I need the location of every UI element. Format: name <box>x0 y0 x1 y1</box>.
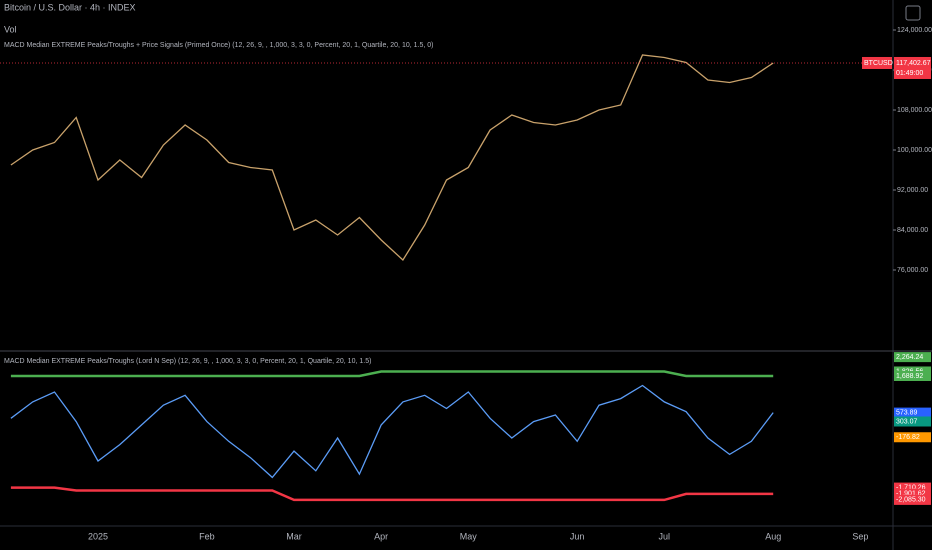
y-tick-label: 108,000.00 <box>897 107 932 114</box>
value-badge <box>894 488 931 499</box>
settings-button[interactable] <box>905 5 921 21</box>
y-tick-label: -1,710.26 <box>896 484 926 491</box>
series-line <box>10 54 774 262</box>
series-line <box>10 486 774 502</box>
y-tick-label: 76,000.00 <box>897 267 928 274</box>
x-tick-label: Mar <box>286 531 302 541</box>
value-badge <box>894 407 931 418</box>
indicator-legend: MACD Median EXTREME Peaks/Troughs + Pric… <box>4 42 433 49</box>
volume-label: Vol <box>4 24 17 34</box>
x-tick-label: Jul <box>659 531 671 541</box>
y-tick-label: 1,688.92 <box>896 373 923 380</box>
last-price-badge <box>894 56 931 79</box>
x-tick-label: Aug <box>765 531 781 541</box>
x-tick-label: Jun <box>570 531 585 541</box>
series-line <box>10 384 774 479</box>
y-tick-label: 573.89 <box>896 409 918 416</box>
value-badge <box>894 482 931 493</box>
symbol-label: BTCUSD <box>864 60 893 67</box>
countdown-label: 01:49:00 <box>896 70 923 77</box>
value-badge <box>894 432 931 443</box>
y-tick-label: 84,000.00 <box>897 227 928 234</box>
value-badge <box>894 352 931 363</box>
y-tick-label: 124,000.00 <box>897 27 932 34</box>
symbol-badge <box>862 56 892 69</box>
x-tick-label: Sep <box>852 531 868 541</box>
x-tick-label: Feb <box>199 531 215 541</box>
y-tick-label: 100,000.00 <box>897 147 932 154</box>
y-tick-label: 303.07 <box>896 418 918 425</box>
y-tick-label: 92,000.00 <box>897 187 928 194</box>
value-badge <box>894 416 931 427</box>
value-badge <box>894 494 931 505</box>
y-tick-label: -2,085.30 <box>896 497 926 504</box>
indicator-legend: MACD Median EXTREME Peaks/Troughs (Lord … <box>4 358 371 365</box>
x-tick-label: 2025 <box>88 531 108 541</box>
y-tick-label: -1,901.62 <box>896 491 926 498</box>
series-line <box>10 370 774 378</box>
y-tick-label: -176.82 <box>896 434 920 441</box>
y-tick-label: 2,264.24 <box>896 354 923 361</box>
x-tick-label: Apr <box>374 531 388 541</box>
value-badge <box>894 370 931 381</box>
last-price-label: 117,402.67 <box>896 60 931 67</box>
x-tick-label: May <box>460 531 478 541</box>
chart-title: Bitcoin / U.S. Dollar · 4h · INDEX <box>4 2 136 12</box>
